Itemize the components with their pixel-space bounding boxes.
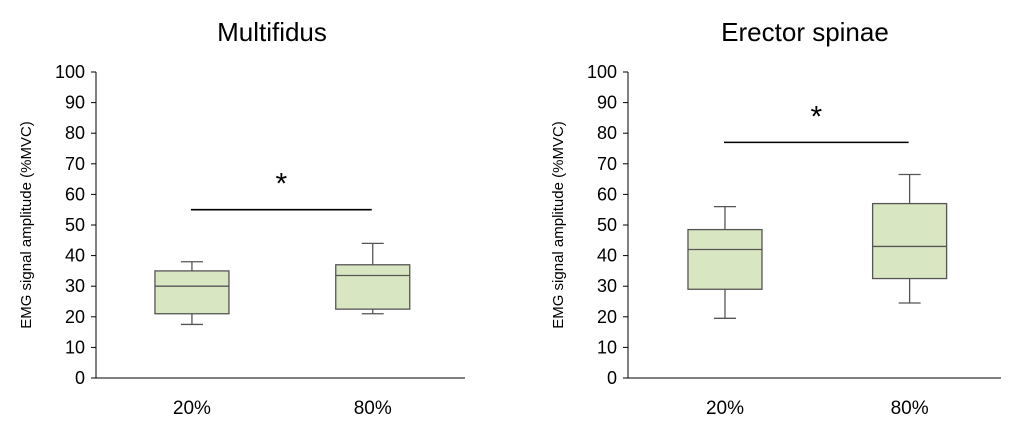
y-tick-label: 70 xyxy=(65,154,85,174)
chart-title: Multifidus xyxy=(217,17,327,47)
y-tick-label: 50 xyxy=(597,215,617,235)
y-tick-label: 100 xyxy=(55,62,85,82)
y-tick-label: 60 xyxy=(65,184,85,204)
y-tick-label: 50 xyxy=(65,215,85,235)
box-80% xyxy=(871,202,948,280)
box-20% xyxy=(687,228,763,290)
x-category-label: 20% xyxy=(706,398,744,419)
y-tick-label: 30 xyxy=(65,276,85,296)
y-axis-label: EMG signal amplitude (%MVC) xyxy=(18,121,35,329)
significance-star: * xyxy=(810,100,822,133)
box-20% xyxy=(154,270,230,315)
y-tick-label: 100 xyxy=(587,62,617,82)
y-tick-label: 10 xyxy=(597,337,617,357)
chart-title: Erector spinae xyxy=(721,17,889,47)
y-tick-label: 10 xyxy=(65,337,85,357)
y-tick-label: 60 xyxy=(597,184,617,204)
x-category-label: 80% xyxy=(891,398,929,419)
y-tick-label: 40 xyxy=(597,246,617,266)
y-tick-label: 90 xyxy=(597,93,617,113)
y-axis-label: EMG signal amplitude (%MVC) xyxy=(550,121,567,329)
box-80% xyxy=(335,264,411,310)
y-tick-label: 0 xyxy=(75,368,85,388)
y-tick-label: 90 xyxy=(65,93,85,113)
y-tick-label: 80 xyxy=(65,123,85,143)
y-tick-label: 20 xyxy=(65,307,85,327)
y-tick-label: 20 xyxy=(597,307,617,327)
x-category-label: 20% xyxy=(173,398,211,419)
x-category-label: 80% xyxy=(354,398,392,419)
y-tick-label: 30 xyxy=(597,276,617,296)
y-tick-label: 70 xyxy=(597,154,617,174)
y-tick-label: 0 xyxy=(607,368,617,388)
significance-star: * xyxy=(276,168,288,201)
y-tick-label: 80 xyxy=(597,123,617,143)
y-tick-label: 40 xyxy=(65,246,85,266)
